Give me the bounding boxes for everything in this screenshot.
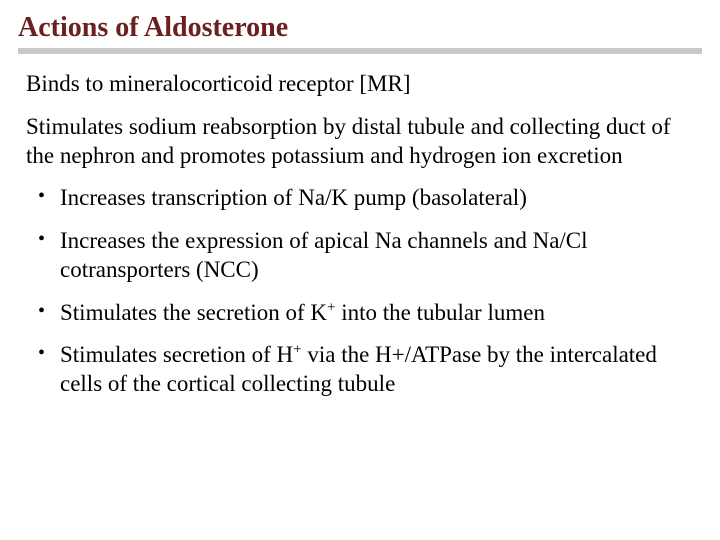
- paragraph-2: Stimulates sodium reabsorption by distal…: [18, 113, 702, 171]
- slide-title: Actions of Aldosterone: [18, 12, 702, 44]
- bullet-list: Increases transcription of Na/K pump (ba…: [18, 184, 702, 399]
- list-item: Increases transcription of Na/K pump (ba…: [60, 184, 702, 213]
- title-underline: [18, 48, 702, 54]
- list-item: Increases the expression of apical Na ch…: [60, 227, 702, 285]
- list-item: Stimulates secretion of H+ via the H+/AT…: [60, 341, 702, 399]
- list-item: Stimulates the secretion of K+ into the …: [60, 299, 702, 328]
- paragraph-1: Binds to mineralocorticoid receptor [MR]: [18, 70, 702, 99]
- slide-container: Actions of Aldosterone Binds to mineralo…: [0, 0, 720, 431]
